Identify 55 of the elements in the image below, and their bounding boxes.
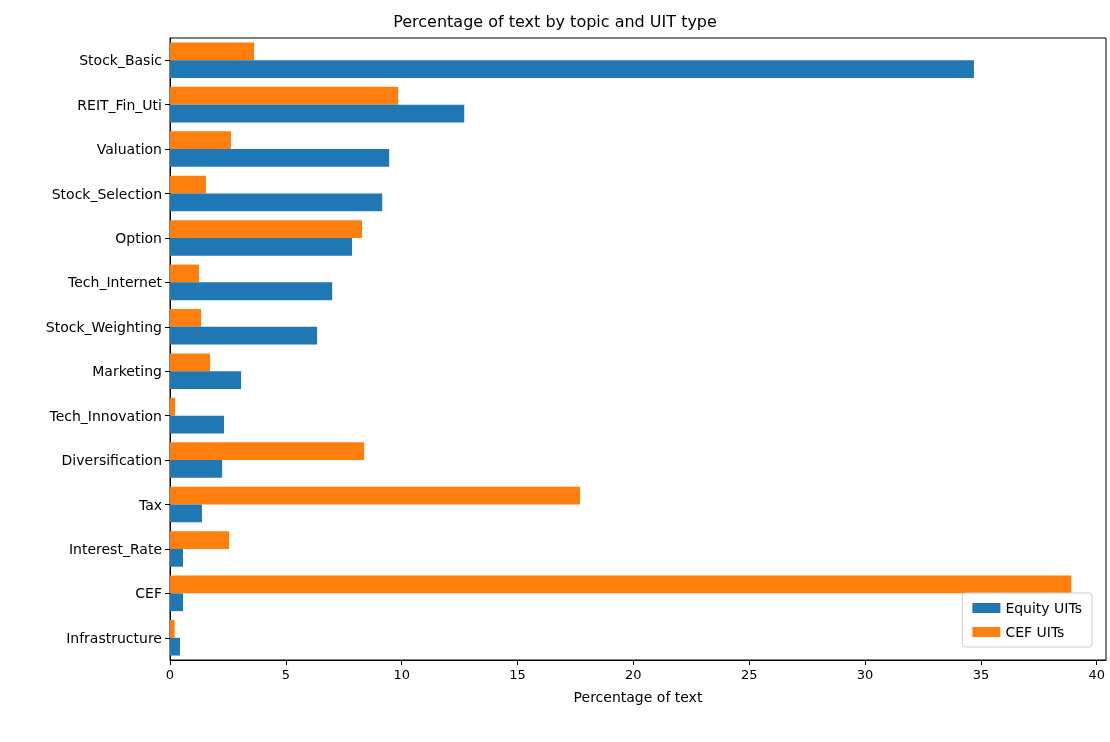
bar [170,237,353,256]
bar [170,637,180,656]
bar [170,442,365,461]
bar [170,504,202,523]
bar [170,220,363,238]
bar [170,353,211,372]
bar [170,104,465,123]
y-tick-label: Tax [137,496,162,513]
bar [170,282,333,301]
y-tick-label: Stock_Selection [51,185,162,202]
bar [170,486,581,505]
y-tick-label: REIT_Fin_Uti [77,96,162,113]
bar [170,175,206,194]
legend-label: Equity UITs [1005,600,1082,616]
x-tick-label: 10 [393,667,410,682]
bar [170,397,176,416]
bar [170,42,255,61]
bar [170,60,974,78]
legend-label: CEF UITs [1005,624,1065,640]
bar [170,86,399,105]
x-tick-label: 5 [281,667,290,682]
bar [170,531,230,549]
y-tick-label: Stock_Basic [79,52,162,69]
y-tick-label: Interest_Rate [68,540,162,557]
x-tick-label: 20 [625,667,642,682]
x-tick-label: 0 [165,667,175,682]
bar [170,415,224,434]
y-tick-label: Infrastructure [66,629,162,646]
bar [170,309,202,327]
y-tick-label: Tech_Internet [67,274,163,291]
y-tick-label: Diversification [61,452,162,469]
bar [170,548,183,567]
bar [170,149,390,167]
x-tick-label: 40 [1088,667,1106,682]
bar [170,460,223,478]
bar [170,264,199,283]
y-tick-label: Marketing [92,363,162,380]
x-tick-label: 35 [972,667,990,682]
y-tick-label: Tech_Innovation [48,407,162,424]
x-tick-label: 25 [740,667,758,682]
bar [170,131,231,150]
bar [170,575,1072,594]
x-tick-label: 15 [509,667,526,682]
bar [170,193,383,212]
chart-title: Percentage of text by topic and UIT type [393,11,717,31]
y-tick-label: Option [115,229,162,246]
y-tick-label: Valuation [96,141,162,158]
y-tick-label: Stock_Weighting [45,318,162,335]
bar [170,371,242,389]
bar [170,593,183,612]
bar [170,326,318,345]
x-tick-label: 30 [856,667,874,682]
y-tick-label: CEF [135,585,162,602]
bar [170,620,175,638]
x-axis-title: Percentage of text [573,689,703,705]
